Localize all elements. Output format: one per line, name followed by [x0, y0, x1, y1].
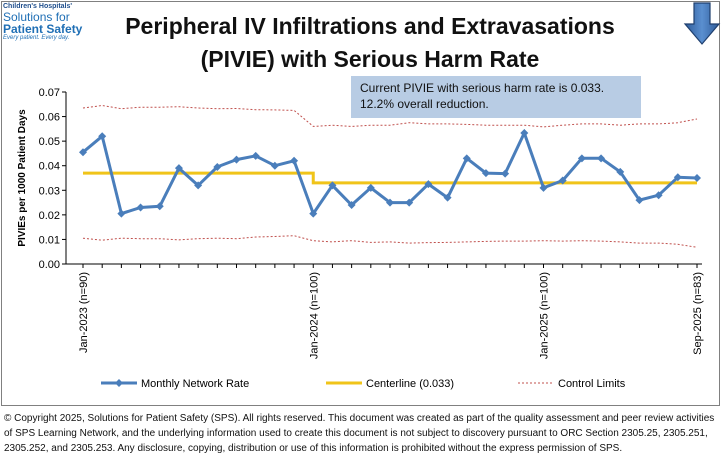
- monthly-rate-point: [79, 148, 87, 157]
- y-axis-title: PIVIEs per 1000 Patient Days: [17, 109, 28, 247]
- copyright-notice: © Copyright 2025, Solutions for Patient …: [4, 413, 715, 454]
- summary-note-line-2: 12.2% overall reduction.: [360, 97, 489, 111]
- x-tick-label: Jan-2024 (n=100): [308, 272, 320, 359]
- line-chart: 0.00 0.01 0.02 0.03 0.04 0.05 0.06 0.07 PIVIEs p…: [17, 87, 704, 390]
- monthly-rate-point: [117, 209, 126, 218]
- chart-title: Peripheral IV Infiltrations and Extravas…: [90, 10, 650, 76]
- monthly-rate-point: [558, 176, 567, 185]
- monthly-rate-point: [597, 154, 606, 163]
- monthly-rate-point: [616, 167, 625, 176]
- legend-monthly-rate-label: Monthly Network Rate: [141, 378, 249, 390]
- monthly-rate-point: [443, 193, 452, 202]
- monthly-rate-point: [347, 201, 356, 210]
- monthly-rate-point: [654, 191, 663, 200]
- logo-line-3: Patient Safety: [3, 22, 83, 36]
- monthly-rate-point: [174, 164, 183, 173]
- y-tick-label: 0.02: [39, 210, 60, 222]
- monthly-rate-point: [328, 181, 337, 190]
- monthly-rate-point: [539, 183, 548, 192]
- monthly-rate-point: [270, 161, 279, 170]
- monthly-rate-point: [232, 155, 241, 164]
- monthly-rate-point: [366, 183, 375, 192]
- monthly-rate-point: [98, 132, 107, 141]
- monthly-rate-point: [309, 209, 318, 218]
- y-tick-label: 0.01: [39, 234, 60, 246]
- centerline: [83, 171, 697, 185]
- summary-note-line-1: Current PIVIE with serious harm rate is …: [360, 81, 605, 95]
- chart-frame: [1, 1, 720, 406]
- monthly-rate-point: [405, 198, 414, 207]
- chart-title-line-2: (PIVIE) with Serious Harm Rate: [200, 46, 540, 72]
- x-tick-label: Sep-2025 (n=83): [692, 272, 704, 355]
- monthly-rate-point: [155, 202, 164, 211]
- monthly-rate-point: [251, 151, 260, 160]
- monthly-rate-point: [424, 180, 433, 189]
- x-tick-label: Jan-2023 (n=90): [78, 272, 90, 353]
- y-tick-label: 0.06: [39, 112, 60, 124]
- logo-line-1: Children's Hospitals': [3, 3, 73, 10]
- monthly-rate-point: [520, 129, 529, 138]
- upper-control-limit-line: [82, 104, 698, 128]
- y-tick-label: 0.04: [39, 161, 60, 173]
- logo-line-2: Solutions for: [3, 10, 70, 24]
- monthly-rate-point: [386, 198, 394, 207]
- y-tick-label: 0.00: [39, 259, 60, 271]
- y-tick-label: 0.05: [39, 136, 60, 148]
- monthly-rate-point: [693, 174, 701, 182]
- chart-title-line-1: Peripheral IV Infiltrations and Extravas…: [125, 13, 615, 39]
- monthly-rate-point: [213, 162, 222, 171]
- logo-line-4: Every patient. Every day.: [3, 35, 70, 41]
- legend-centerline-label: Centerline (0.033): [366, 378, 454, 390]
- legend-control-limits-label: Control Limits: [558, 378, 626, 390]
- monthly-rate-point: [136, 203, 145, 212]
- monthly-rate-point: [290, 156, 299, 165]
- legend-monthly-rate-marker: [115, 379, 123, 387]
- x-tick-label: Jan-2025 (n=100): [539, 272, 551, 359]
- lower-control-limit-line: [82, 235, 698, 248]
- summary-note: Current PIVIE with serious harm rate is …: [351, 76, 641, 118]
- monthly-rate-point: [501, 169, 510, 178]
- y-tick-label: 0.07: [39, 87, 60, 99]
- down-arrow-icon: [683, 2, 721, 45]
- y-tick-label: 0.03: [39, 185, 60, 197]
- monthly-rate-point: [481, 169, 490, 178]
- sps-logo: Children's Hospitals' Solutions for Pati…: [3, 3, 113, 45]
- monthly-rate-point: [635, 196, 644, 205]
- monthly-rate-point: [673, 173, 682, 182]
- monthly-rate-point: [577, 154, 586, 163]
- monthly-rate-point: [194, 181, 203, 190]
- monthly-rate-point: [462, 154, 471, 163]
